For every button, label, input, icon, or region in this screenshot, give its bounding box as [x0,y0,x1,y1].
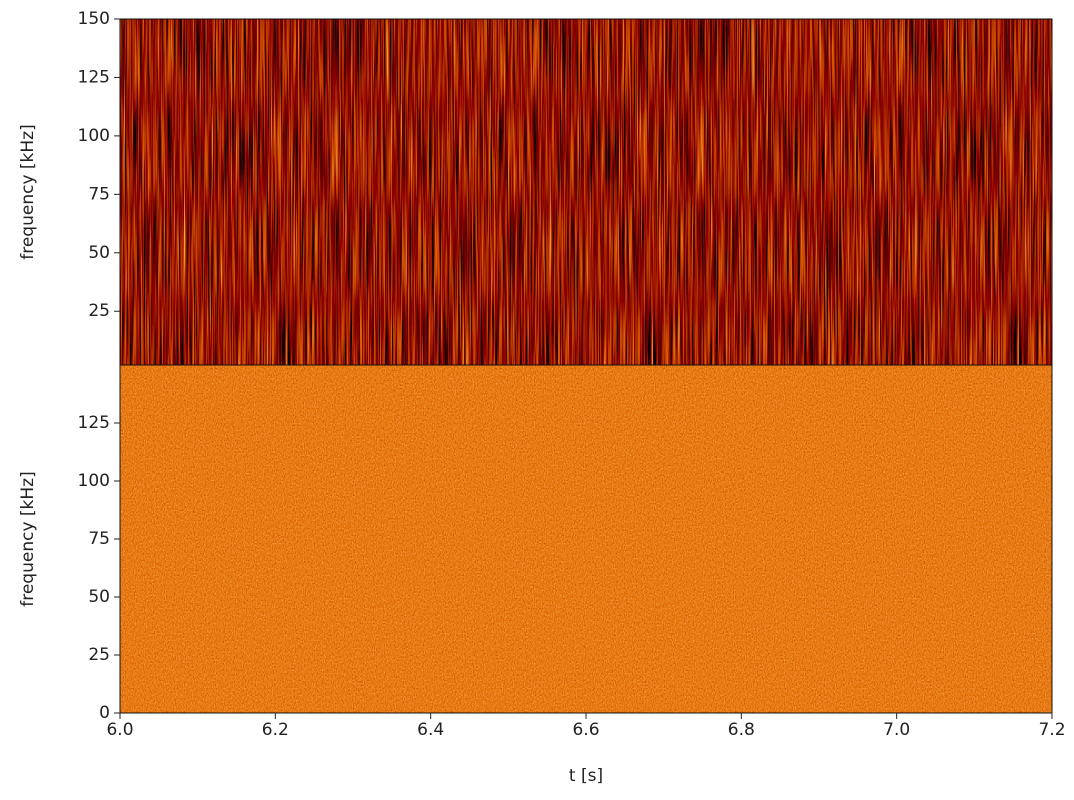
y-axis-label: frequency [kHz] [18,471,38,607]
y-tick-label: 0 [99,703,110,723]
y-tick-label: 125 [78,67,110,87]
spectrogram-image [120,19,1052,365]
y-tick-label: 100 [78,126,110,146]
y-axis-label: frequency [kHz] [18,124,38,260]
y-tick-label: 75 [88,184,110,204]
y-tick-label: 125 [78,413,110,433]
x-tick-label: 6.0 [106,720,133,740]
y-tick-label: 75 [88,529,110,549]
y-tick-label: 50 [88,587,110,607]
x-axis-label: t [s] [569,766,603,786]
x-tick-label: 6.8 [728,720,755,740]
x-tick-label: 7.2 [1038,720,1065,740]
spectrogram-image [120,365,1052,713]
x-tick-label: 6.2 [262,720,289,740]
x-tick-label: 7.0 [883,720,910,740]
y-tick-label: 50 [88,243,110,263]
y-tick-label: 100 [78,471,110,491]
x-tick-label: 6.6 [572,720,599,740]
y-tick-label: 25 [88,645,110,665]
y-tick-label: 150 [78,9,110,29]
x-tick-label: 6.4 [417,720,444,740]
y-tick-label: 25 [88,301,110,321]
